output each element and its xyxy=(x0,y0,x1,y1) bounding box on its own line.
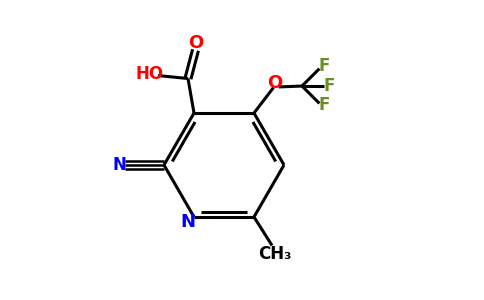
Text: F: F xyxy=(324,77,335,95)
Text: N: N xyxy=(180,213,195,231)
Text: HO: HO xyxy=(136,65,164,83)
Text: F: F xyxy=(318,57,330,75)
Text: O: O xyxy=(267,74,283,92)
Text: O: O xyxy=(188,34,203,52)
Text: N: N xyxy=(113,156,127,174)
Text: F: F xyxy=(318,96,330,114)
Text: CH₃: CH₃ xyxy=(257,245,291,263)
